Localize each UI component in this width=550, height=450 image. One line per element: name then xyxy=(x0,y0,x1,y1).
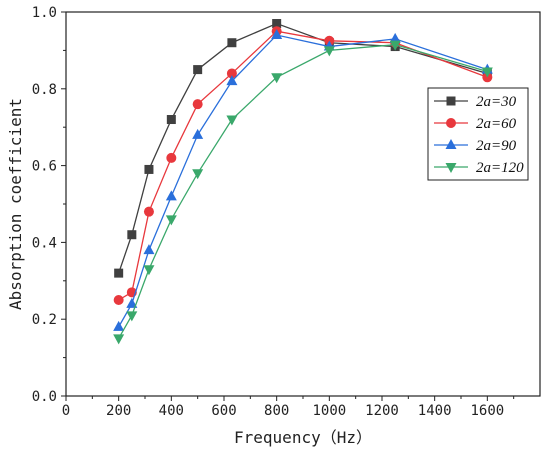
data-point-series-4 xyxy=(389,40,401,51)
data-point-series-4 xyxy=(143,265,155,276)
data-point-series-1 xyxy=(193,65,203,75)
data-point-series-3 xyxy=(143,244,155,255)
data-point-series-4 xyxy=(226,115,238,126)
data-point-series-4 xyxy=(271,73,283,84)
x-tick-label: 1200 xyxy=(365,403,399,419)
data-point-series-4 xyxy=(113,334,125,345)
data-point-series-1 xyxy=(114,268,124,278)
y-tick-label: 0.4 xyxy=(32,235,57,251)
data-point-series-2 xyxy=(192,99,203,110)
data-point-series-3 xyxy=(165,190,177,201)
data-point-series-3 xyxy=(226,75,238,86)
data-point-series-2 xyxy=(166,152,177,163)
data-point-series-4 xyxy=(126,311,138,322)
data-point-series-4 xyxy=(192,169,204,180)
data-point-series-2 xyxy=(113,295,124,305)
y-tick-label: 0.2 xyxy=(32,312,57,328)
x-tick-label: 1000 xyxy=(312,403,346,419)
y-tick-label: 0.8 xyxy=(32,82,57,98)
data-point-series-4 xyxy=(323,46,335,57)
data-point-series-3 xyxy=(271,29,283,40)
data-point-series-4 xyxy=(481,67,493,78)
data-point-series-1 xyxy=(166,115,176,125)
data-point-series-2 xyxy=(143,206,154,217)
legend-marker-3 xyxy=(445,139,457,149)
y-tick-label: 0.6 xyxy=(32,159,57,175)
y-axis-title: Absorption coefficient xyxy=(6,98,25,310)
data-point-series-2 xyxy=(226,68,237,79)
x-tick-label: 600 xyxy=(211,403,236,419)
legend-marker-2 xyxy=(446,118,456,128)
data-point-series-3 xyxy=(192,128,204,139)
data-point-series-3 xyxy=(126,297,138,308)
data-point-series-1 xyxy=(144,164,154,174)
x-tick-label: 400 xyxy=(159,403,184,419)
x-axis-title: Frequency（Hz） xyxy=(234,428,372,447)
x-tick-label: 0 xyxy=(62,403,70,419)
x-tick-label: 1400 xyxy=(418,403,452,419)
data-point-series-3 xyxy=(113,320,125,331)
data-point-series-1 xyxy=(127,230,137,240)
legend-label-3: 2a=90 xyxy=(476,138,517,154)
legend-label-1: 2a=30 xyxy=(476,94,517,110)
legend-marker-4 xyxy=(445,163,457,173)
plot-frame xyxy=(65,11,541,397)
data-point-series-1 xyxy=(227,38,237,48)
data-point-series-3 xyxy=(389,32,401,43)
y-tick-label: 1.0 xyxy=(32,5,57,21)
series-line-3 xyxy=(118,34,488,328)
data-point-series-4 xyxy=(165,215,177,226)
y-tick-label: 0.0 xyxy=(32,389,57,405)
legend-marker-1 xyxy=(446,96,456,106)
legend-label-2: 2a=60 xyxy=(476,116,517,132)
legend-label-4: 2a=120 xyxy=(476,160,524,176)
x-tick-label: 200 xyxy=(106,403,131,419)
data-point-series-1 xyxy=(272,19,282,29)
x-tick-label: 800 xyxy=(264,403,289,419)
x-tick-label: 1600 xyxy=(470,403,504,419)
legend-box xyxy=(427,87,529,181)
series-line-4 xyxy=(118,43,488,339)
series-line-2 xyxy=(118,30,488,301)
series-line-1 xyxy=(118,22,488,274)
